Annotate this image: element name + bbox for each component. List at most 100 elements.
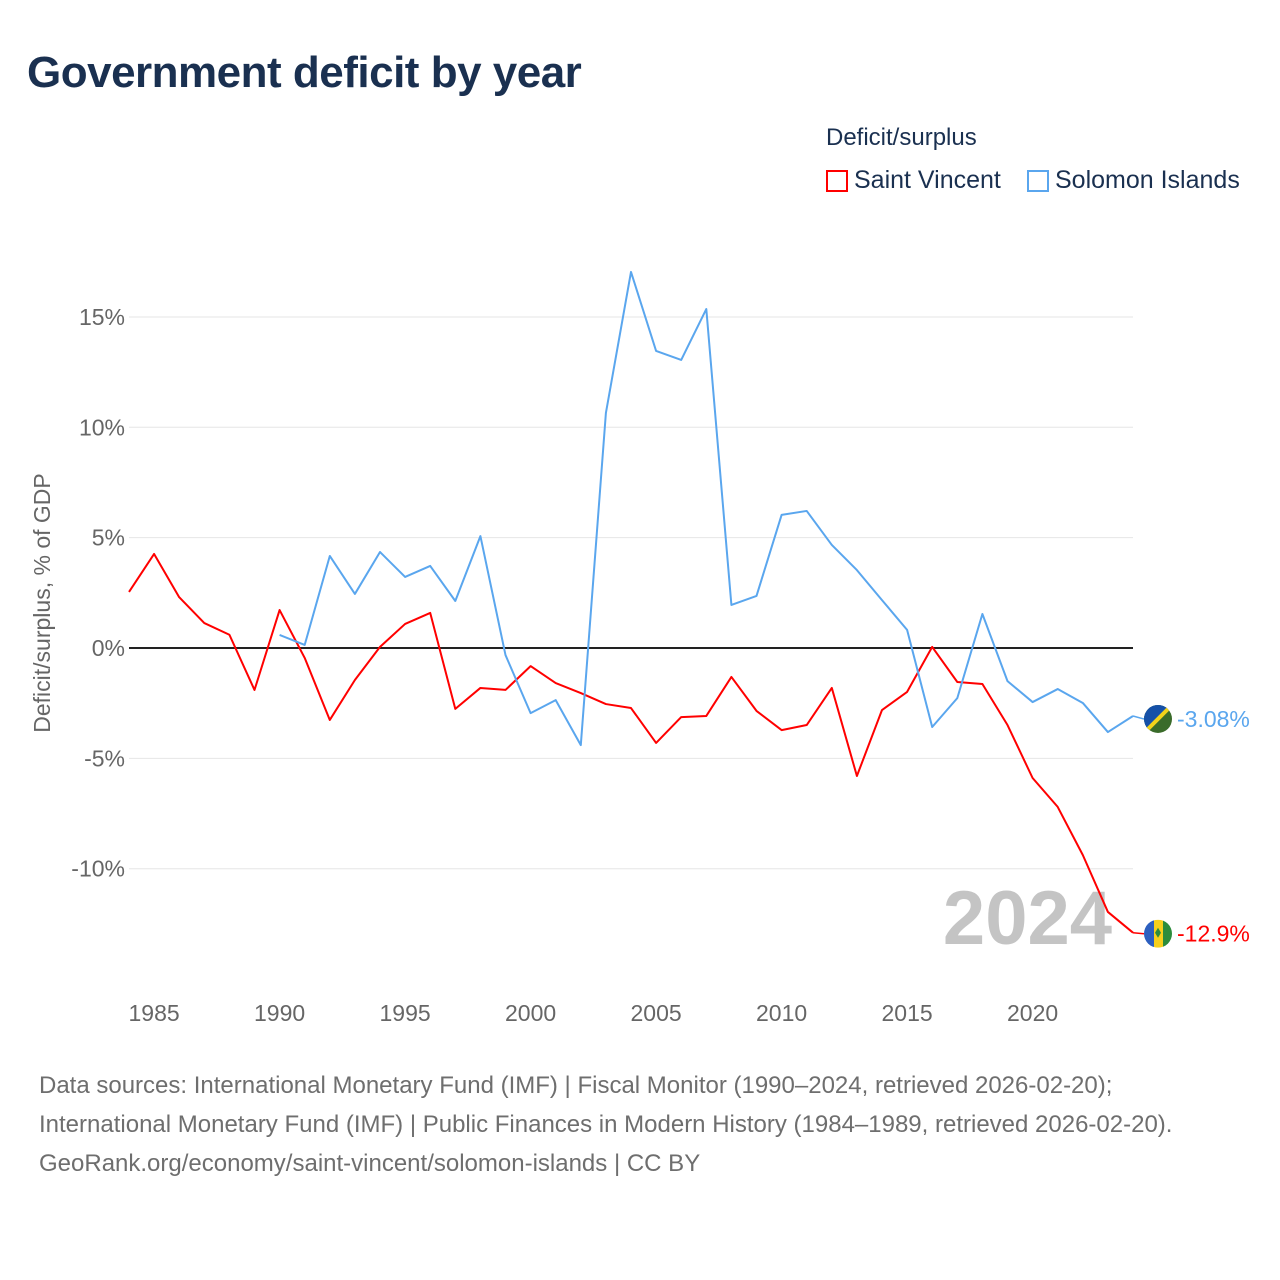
legend-item-solomon-islands[interactable]: Solomon Islands — [1027, 166, 1240, 195]
data-point-saint-vincent — [225, 631, 233, 639]
legend-item-saint-vincent[interactable]: Saint Vincent — [826, 166, 1001, 195]
data-point-solomon-islands — [1054, 685, 1062, 693]
data-point-solomon-islands — [677, 356, 685, 364]
x-tick-label: 2020 — [1007, 1000, 1058, 1026]
series-line-solomon-islands — [279, 270, 1134, 747]
watermark-year: 2024 — [943, 876, 1112, 961]
flag-body — [1144, 704, 1172, 733]
data-sources: Data sources: International Monetary Fun… — [39, 1072, 1173, 1138]
x-tick-label: 1995 — [380, 1000, 431, 1026]
y-tick-label: 15% — [79, 304, 125, 330]
data-point-saint-vincent — [376, 643, 384, 651]
data-point-solomon-islands — [928, 723, 936, 731]
data-point-solomon-islands — [853, 566, 861, 574]
data-point-saint-vincent — [351, 676, 359, 684]
flag-diagonal — [1144, 704, 1172, 733]
data-point-saint-vincent — [1104, 908, 1112, 916]
data-point-saint-vincent — [552, 679, 560, 687]
data-point-saint-vincent — [627, 704, 635, 712]
data-point-solomon-islands — [953, 694, 961, 702]
flag-body — [1144, 919, 1172, 948]
legend-label: Saint Vincent — [854, 166, 1001, 194]
data-point-saint-vincent — [1029, 774, 1037, 782]
end-value-label: -3.08% — [1177, 706, 1250, 732]
data-point-saint-vincent — [150, 550, 158, 558]
data-point-solomon-islands — [326, 552, 334, 560]
data-point-saint-vincent — [978, 680, 986, 688]
data-point-saint-vincent — [326, 716, 334, 724]
y-tick-label: 0% — [92, 635, 125, 661]
data-point-saint-vincent — [903, 688, 911, 696]
y-tick-label: 10% — [79, 414, 125, 440]
data-point-saint-vincent — [251, 686, 259, 694]
data-point-solomon-islands — [376, 548, 384, 556]
data-point-saint-vincent — [778, 726, 786, 734]
data-point-solomon-islands — [652, 347, 660, 355]
data-point-saint-vincent — [652, 739, 660, 747]
data-point-solomon-islands — [552, 696, 560, 704]
data-point-solomon-islands — [702, 305, 710, 313]
data-point-saint-vincent — [828, 684, 836, 692]
x-tick-label: 2010 — [756, 1000, 807, 1026]
data-point-solomon-islands — [978, 610, 986, 618]
data-point-saint-vincent — [1079, 851, 1087, 859]
data-point-saint-vincent — [200, 619, 208, 627]
data-point-saint-vincent — [401, 620, 409, 628]
data-point-saint-vincent — [878, 706, 886, 714]
flag-stripe — [1163, 919, 1172, 948]
data-point-solomon-islands — [1079, 699, 1087, 707]
data-point-solomon-islands — [828, 541, 836, 549]
data-point-saint-vincent — [451, 705, 459, 713]
legend-label: Solomon Islands — [1055, 166, 1240, 194]
data-point-solomon-islands — [502, 651, 510, 659]
data-point-solomon-islands — [878, 596, 886, 604]
footer: Data sources: International Monetary Fun… — [39, 1066, 1239, 1183]
legend-swatch-solomon-islands — [1027, 169, 1049, 192]
data-point-saint-vincent — [803, 721, 811, 729]
data-point-solomon-islands — [1029, 698, 1037, 706]
data-point-saint-vincent — [175, 593, 183, 601]
end-connector — [1132, 715, 1145, 720]
x-tick-label: 1990 — [254, 1000, 305, 1026]
data-point-solomon-islands — [727, 601, 735, 609]
x-tick-label: 2015 — [882, 1000, 933, 1026]
data-point-saint-vincent — [753, 707, 761, 715]
data-point-saint-vincent — [502, 686, 510, 694]
data-point-solomon-islands — [1004, 677, 1012, 685]
y-tick-label: 5% — [92, 525, 125, 551]
solomon-islands-flag-icon — [1144, 704, 1172, 733]
data-point-solomon-islands — [627, 268, 635, 276]
end-connector — [1132, 931, 1145, 935]
x-tick-label: 1985 — [129, 1000, 180, 1026]
x-tick-label: 2000 — [505, 1000, 556, 1026]
data-point-saint-vincent — [928, 643, 936, 651]
data-point-solomon-islands — [476, 532, 484, 540]
y-tick-label: -10% — [71, 856, 125, 882]
data-point-saint-vincent — [527, 662, 535, 670]
data-point-solomon-islands — [301, 641, 309, 649]
data-point-saint-vincent — [301, 654, 309, 662]
data-point-solomon-islands — [577, 741, 585, 749]
data-point-solomon-islands — [803, 507, 811, 515]
data-point-solomon-islands — [351, 590, 359, 598]
y-axis-label: Deficit/surplus, % of GDP — [29, 473, 55, 732]
data-point-solomon-islands — [903, 626, 911, 634]
legend-title: Deficit/surplus — [826, 124, 977, 151]
end-value-label: -12.9% — [1177, 921, 1250, 947]
data-point-saint-vincent — [1054, 803, 1062, 811]
source-link[interactable]: GeoRank.org/economy/saint-vincent/solomo… — [39, 1150, 701, 1177]
data-point-solomon-islands — [401, 573, 409, 581]
data-point-solomon-islands — [602, 409, 610, 417]
data-point-saint-vincent — [953, 678, 961, 686]
data-point-solomon-islands — [426, 562, 434, 570]
saint-vincent-flag-icon — [1144, 919, 1172, 948]
data-point-saint-vincent — [426, 609, 434, 617]
data-point-saint-vincent — [1004, 721, 1012, 729]
data-point-saint-vincent — [702, 712, 710, 720]
data-point-solomon-islands — [451, 597, 459, 605]
data-point-saint-vincent — [276, 606, 284, 614]
data-point-saint-vincent — [853, 772, 861, 780]
flag-diamond — [1155, 927, 1161, 938]
chart-title: Government deficit by year — [27, 48, 582, 97]
